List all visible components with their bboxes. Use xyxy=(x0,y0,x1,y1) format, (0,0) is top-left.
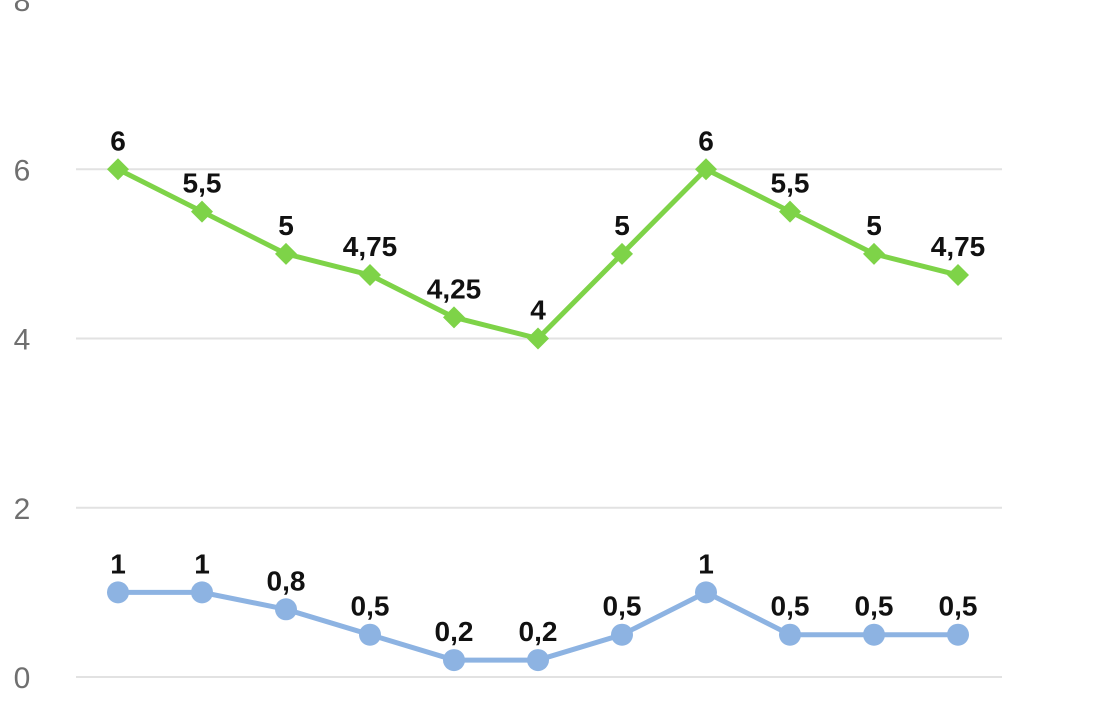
series-1-data-label: 5,5 xyxy=(183,168,222,199)
series-2-point xyxy=(695,581,717,604)
series-2-data-label: 0,2 xyxy=(519,616,558,647)
series-2-point xyxy=(611,623,633,646)
series-1-point xyxy=(191,200,213,223)
series-1-data-label: 5 xyxy=(866,210,882,241)
series-2-point xyxy=(191,581,213,604)
series-1-point xyxy=(275,242,297,265)
series-1-data-label: 4,75 xyxy=(343,231,398,262)
y-tick-label: 0 xyxy=(14,662,31,695)
series-1-data-label: 5,5 xyxy=(771,168,810,199)
series-2-data-label: 1 xyxy=(110,548,126,579)
series-1-data-label: 4 xyxy=(530,295,546,326)
series-1-data-label: 5 xyxy=(614,210,630,241)
y-tick-label: 2 xyxy=(14,493,31,526)
series-2-point xyxy=(527,649,549,672)
series-1-point xyxy=(863,242,885,265)
series-2-data-label: 1 xyxy=(698,548,714,579)
series-1-data-label: 6 xyxy=(698,125,714,156)
series-2-data-label: 0,5 xyxy=(939,591,978,622)
series-1-point xyxy=(527,327,549,350)
series-2-point xyxy=(359,623,381,646)
y-axis-ticks: 0 2 4 6 8 xyxy=(14,0,31,695)
series-2-point xyxy=(947,623,969,646)
series-1-point xyxy=(947,264,969,287)
series-2-point xyxy=(863,623,885,646)
series-1-point xyxy=(107,158,129,181)
series-1-point xyxy=(443,306,465,329)
series-2-point xyxy=(107,581,129,604)
y-tick-label: 4 xyxy=(14,324,31,357)
series-1-data-label: 4,75 xyxy=(931,231,986,262)
series-2-data-label: 0,8 xyxy=(267,565,306,596)
series-2-data-label: 0,5 xyxy=(771,591,810,622)
series-1-point xyxy=(779,200,801,223)
series-2-data-label: 1 xyxy=(194,548,210,579)
series-2-point xyxy=(779,623,801,646)
series-2-data-label: 0,2 xyxy=(435,616,474,647)
series-2-point xyxy=(275,598,297,621)
y-tick-label: 8 xyxy=(14,0,31,18)
series-layer xyxy=(107,158,969,672)
series-1-point xyxy=(695,158,717,181)
series-2-data-label: 0,5 xyxy=(351,591,390,622)
series-2-point xyxy=(443,649,465,672)
series-1-data-label: 4,25 xyxy=(427,273,482,304)
series-1-data-label: 6 xyxy=(110,125,126,156)
data-labels: 6 5,5 5 4,75 4,25 4 5 6 5,5 5 4,75 1 1 0,8 0,5 0,2 0,2 0,… xyxy=(110,125,985,647)
series-1-point xyxy=(611,242,633,265)
series-2-data-label: 0,5 xyxy=(603,591,642,622)
series-1-point xyxy=(359,264,381,287)
y-tick-label: 6 xyxy=(14,154,31,187)
series-2-data-label: 0,5 xyxy=(855,591,894,622)
series-1-data-label: 5 xyxy=(278,210,294,241)
